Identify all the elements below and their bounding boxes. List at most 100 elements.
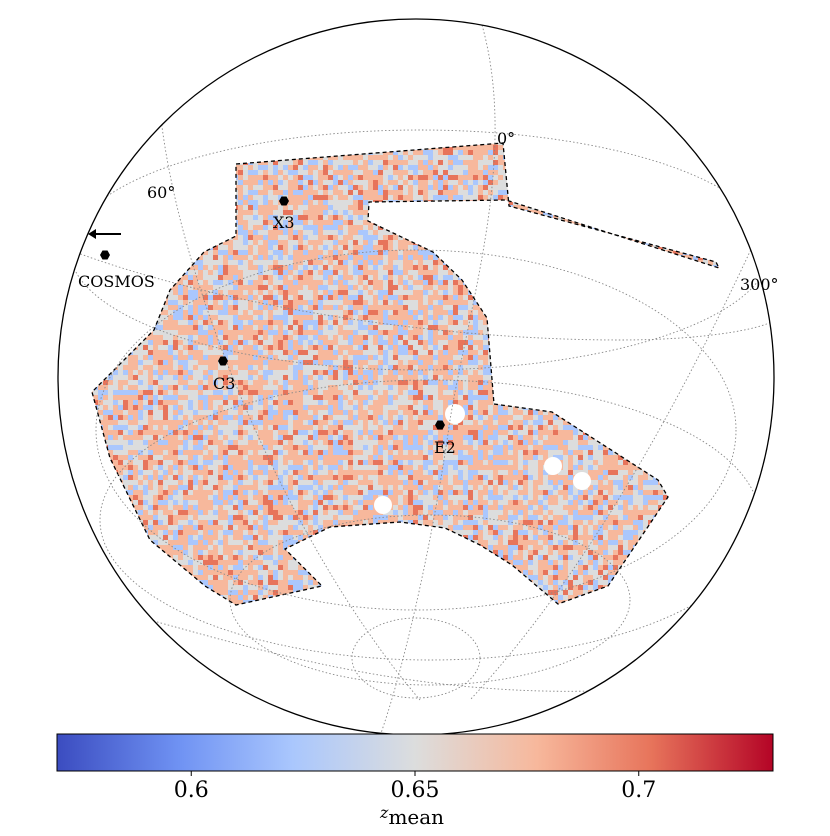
map-pixel (598, 185, 603, 190)
map-pixel (608, 245, 613, 250)
map-pixel (298, 205, 303, 210)
map-pixel (498, 310, 503, 315)
map-pixel (428, 295, 433, 300)
map-pixel (513, 310, 518, 315)
map-pixel (688, 195, 693, 200)
map-pixel (508, 265, 513, 270)
map-pixel (268, 150, 273, 155)
map-pixel (538, 325, 543, 330)
map-pixel (138, 220, 143, 225)
map-pixel (243, 315, 248, 320)
map-pixel (248, 285, 253, 290)
map-pixel (653, 290, 658, 295)
map-pixel (633, 300, 638, 305)
map-pixel (488, 305, 493, 310)
map-pixel (673, 320, 678, 325)
map-pixel (368, 195, 373, 200)
map-pixel (128, 205, 133, 210)
map-pixel (703, 250, 708, 255)
map-pixel (588, 250, 593, 255)
map-pixel (308, 255, 313, 260)
map-pixel (173, 235, 178, 240)
map-pixel (148, 235, 153, 240)
map-pixel (448, 160, 453, 165)
map-pixel (663, 145, 668, 150)
map-pixel (92, 143, 93, 145)
map-pixel (428, 285, 433, 290)
map-pixel (238, 215, 243, 220)
map-pixel (498, 190, 503, 195)
map-pixel (238, 170, 243, 175)
map-pixel (313, 315, 318, 320)
map-pixel (318, 270, 323, 275)
map-pixel (378, 295, 383, 300)
map-pixel (523, 175, 528, 180)
map-pixel (393, 300, 398, 305)
map-pixel (568, 143, 573, 145)
map-pixel (703, 230, 708, 235)
map-pixel (183, 295, 188, 300)
map-pixel (338, 305, 343, 310)
map-pixel (648, 265, 653, 270)
map-pixel (463, 180, 468, 185)
map-pixel (403, 295, 408, 300)
map-pixel (468, 185, 473, 190)
map-pixel (188, 205, 193, 210)
map-pixel (92, 170, 93, 175)
map-pixel (548, 180, 553, 185)
map-pixel (543, 180, 548, 185)
map-pixel (338, 180, 343, 185)
map-pixel (348, 195, 353, 200)
map-pixel (593, 210, 598, 215)
map-pixel (513, 215, 518, 220)
map-pixel (233, 255, 238, 260)
map-pixel (503, 180, 508, 185)
map-pixel (188, 185, 193, 190)
map-pixel (108, 220, 113, 225)
map-pixel (103, 325, 108, 330)
map-pixel (478, 225, 483, 230)
map-pixel (188, 200, 193, 205)
map-pixel (143, 160, 148, 165)
map-pixel (268, 270, 273, 275)
map-pixel (343, 150, 348, 155)
map-pixel (678, 175, 683, 180)
map-pixel (178, 245, 183, 250)
map-pixel (98, 195, 103, 200)
map-pixel (398, 325, 403, 330)
map-pixel (118, 265, 123, 270)
map-pixel (293, 280, 298, 285)
map-pixel (353, 255, 358, 260)
map-pixel (368, 320, 373, 325)
map-pixel (458, 210, 463, 215)
map-pixel (278, 310, 283, 315)
map-pixel (263, 240, 268, 245)
map-pixel (648, 260, 653, 265)
map-pixel (258, 170, 263, 175)
map-pixel (433, 300, 438, 305)
map-pixel (113, 160, 118, 165)
map-pixel (308, 160, 313, 165)
map-pixel (668, 160, 673, 165)
map-pixel (138, 245, 143, 250)
map-pixel (533, 300, 538, 305)
map-pixel (678, 235, 683, 240)
map-pixel (508, 240, 513, 245)
map-pixel (673, 200, 678, 205)
map-pixel (98, 315, 103, 320)
map-pixel (393, 250, 398, 255)
map-pixel (323, 295, 328, 300)
map-pixel (398, 145, 403, 150)
map-pixel (563, 185, 568, 190)
map-pixel (303, 215, 308, 220)
map-pixel (393, 165, 398, 170)
map-pixel (678, 200, 683, 205)
map-pixel (343, 300, 348, 305)
map-pixel (523, 270, 528, 275)
map-pixel (343, 170, 348, 175)
map-pixel (213, 335, 218, 340)
map-pixel (328, 200, 333, 205)
map-pixel (123, 250, 128, 255)
map-pixel (633, 150, 638, 155)
map-pixel (698, 210, 703, 215)
